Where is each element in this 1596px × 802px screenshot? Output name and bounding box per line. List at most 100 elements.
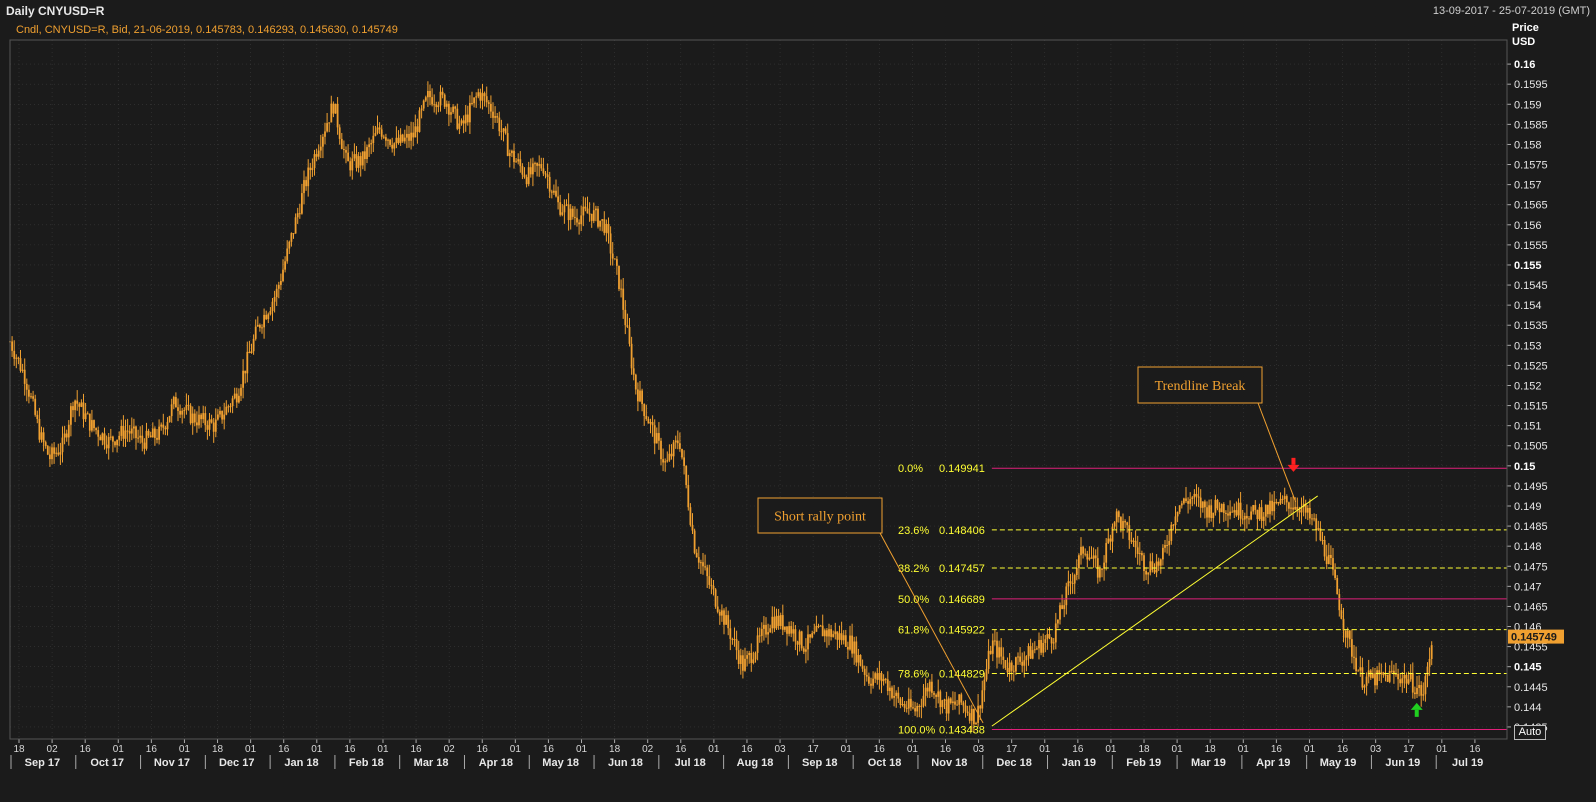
candle-body — [345, 150, 347, 153]
candle-body — [380, 129, 383, 137]
candle-body — [72, 406, 74, 411]
x-month-label: Oct 17 — [90, 757, 124, 769]
candle-body — [922, 695, 925, 706]
candle-body — [760, 628, 763, 636]
candle-body — [122, 426, 125, 439]
candle-body — [565, 204, 568, 206]
candle-body — [1138, 553, 1141, 555]
candle-body — [559, 202, 562, 215]
candle-body — [51, 447, 53, 460]
candle-body — [729, 628, 732, 639]
candle-body — [870, 683, 872, 686]
candle-body — [1374, 673, 1376, 686]
candle-body — [25, 383, 28, 390]
candle-body — [865, 674, 868, 677]
candle-body — [660, 440, 662, 460]
candle-body — [910, 698, 912, 708]
candle-body — [706, 567, 709, 577]
auto-scale-button[interactable]: Auto — [1514, 725, 1546, 740]
x-month-label: Sep 18 — [802, 757, 837, 769]
candle-body — [214, 419, 217, 432]
candle-body — [1122, 521, 1124, 529]
candle-body — [781, 615, 784, 630]
candle-body — [1340, 610, 1343, 619]
candle-body — [574, 216, 576, 218]
candle-body — [998, 647, 1000, 658]
annotation-text: Trendline Break — [1155, 379, 1246, 394]
candle-body — [244, 370, 247, 374]
candle-body — [145, 430, 148, 449]
candle-body — [1042, 642, 1045, 653]
annotations[interactable]: Short rally point Trendline Break — [757, 366, 1423, 724]
candle-body — [439, 91, 442, 106]
candle-body — [731, 638, 734, 640]
candle-body — [943, 699, 946, 701]
trendline[interactable] — [991, 495, 1318, 727]
candle-body — [275, 288, 278, 298]
candle-body — [519, 159, 522, 167]
candle-body — [1397, 673, 1399, 680]
candle-body — [1233, 510, 1236, 513]
candle-body — [1405, 674, 1408, 684]
x-month-label: Feb 19 — [1126, 757, 1161, 769]
candle-body — [1080, 546, 1082, 556]
candle-body — [1317, 528, 1320, 530]
candle-body — [15, 357, 18, 359]
candle-body — [1264, 504, 1267, 517]
candle-body — [13, 350, 16, 359]
x-month-label: Jul 19 — [1452, 757, 1483, 769]
candle-body — [326, 123, 328, 132]
candle-body — [597, 208, 599, 227]
candle-body — [767, 632, 769, 635]
candle-body — [1180, 503, 1183, 506]
candle-body — [1216, 499, 1219, 509]
candle-body — [937, 691, 940, 697]
annotation-box — [757, 497, 883, 534]
candle-body — [1231, 511, 1234, 513]
y-tick-label: 0.1495 — [1514, 481, 1548, 493]
candle-body — [1344, 630, 1347, 638]
candle-body — [76, 400, 79, 404]
x-day-label: 16 — [477, 744, 489, 755]
candle-body — [1155, 561, 1158, 573]
candle-body — [1277, 501, 1280, 504]
candle-body — [130, 428, 133, 434]
y-tick-label: 0.16 — [1514, 59, 1535, 71]
candle-body — [920, 705, 923, 707]
price-axis-title: Price USD — [1512, 21, 1539, 49]
y-tick-label: 0.1585 — [1514, 119, 1548, 131]
candle-body — [238, 395, 240, 403]
candle-body — [874, 673, 877, 679]
candle-body — [1109, 538, 1112, 542]
candle-body — [561, 212, 564, 215]
candle-body — [679, 443, 681, 449]
candle-body — [443, 94, 446, 107]
candle-body — [1365, 676, 1368, 686]
candle-body — [19, 358, 22, 371]
candle-body — [546, 174, 549, 177]
candle-body — [483, 93, 486, 97]
candle-body — [1174, 516, 1177, 526]
candle-body — [1212, 512, 1215, 519]
fibonacci-retracement[interactable]: 0.0% 0.149941 23.6% 0.148406 38.2% 0.147457 50… — [898, 463, 1507, 736]
candle-body — [252, 338, 255, 352]
x-day-label: 16 — [344, 744, 356, 755]
candle-body — [1124, 521, 1126, 523]
candle-body — [962, 702, 965, 706]
candle-body — [658, 433, 660, 441]
candle-body — [624, 309, 627, 326]
candle-body — [1359, 667, 1362, 671]
candle-body — [42, 432, 45, 443]
candle-body — [307, 167, 310, 187]
candle-body — [996, 640, 998, 658]
candle-body — [958, 694, 961, 705]
plot-border — [9, 39, 1508, 740]
candle-body — [838, 633, 841, 640]
candle-body — [765, 624, 767, 635]
y-tick-label: 0.1545 — [1514, 280, 1548, 292]
y-tick-label: 0.155 — [1514, 260, 1542, 272]
candle-body — [651, 422, 654, 426]
candle-body — [292, 233, 295, 235]
candle-body — [471, 102, 473, 104]
